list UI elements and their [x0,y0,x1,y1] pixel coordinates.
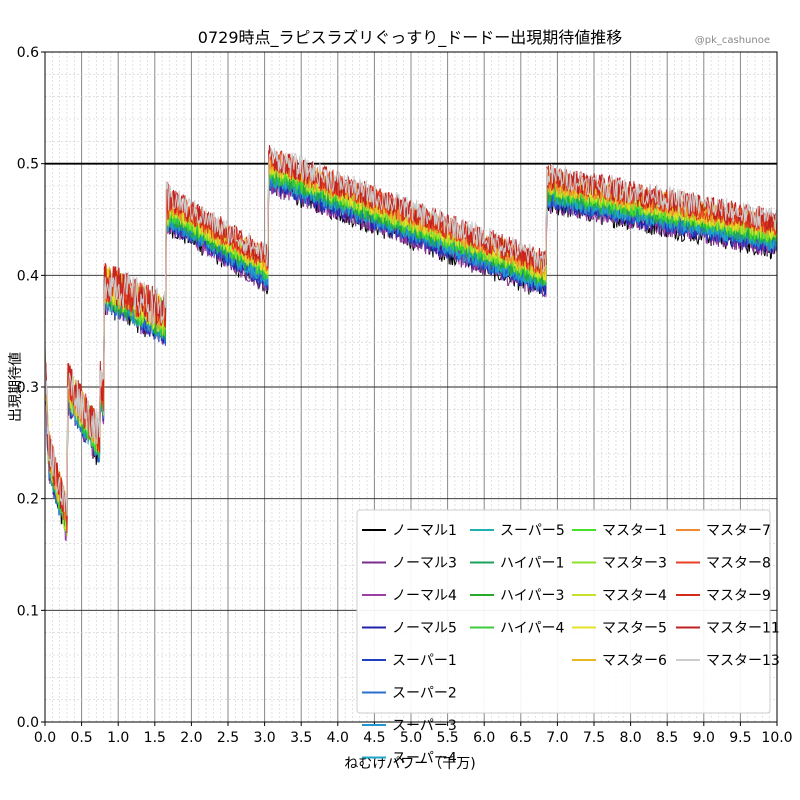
legend-label: ノーマル1 [392,523,457,539]
x-tick-label: 9.0 [693,730,715,746]
x-tick-label: 0.5 [70,730,92,746]
legend-label: マスター3 [602,556,667,572]
x-tick-label: 1.0 [107,730,129,746]
legend-label: ハイパー1 [500,556,564,572]
x-tick-label: 8.0 [619,730,641,746]
y-tick-label: 0.4 [17,268,39,284]
legend-label: マスター1 [602,523,667,539]
legend-label: スーパー4 [392,751,457,767]
y-tick-label: 0.3 [17,380,39,396]
legend-label: マスター4 [602,588,667,604]
x-tick-label: 9.5 [729,730,751,746]
x-tick-label: 3.0 [253,730,275,746]
legend-label: マスター5 [602,621,667,637]
x-tick-label: 7.5 [583,730,605,746]
y-tick-label: 0.5 [17,157,39,173]
chart-title: 0729時点_ラピスラズリぐっすり_ドードー出現期待値推移 [198,28,622,48]
x-tick-label: 1.5 [144,730,166,746]
legend-label: ハイパー3 [500,588,564,604]
x-tick-label: 6.0 [473,730,495,746]
legend-label: スーパー2 [392,686,457,702]
legend-label: マスター6 [602,653,667,669]
legend-label: スーパー1 [392,653,457,669]
legend-box [356,509,771,714]
x-tick-label: 2.5 [217,730,239,746]
legend-label: ノーマル4 [392,588,457,604]
legend-label: スーパー5 [500,523,565,539]
legend-label: ノーマル5 [392,621,457,637]
x-tick-label: 5.5 [436,730,458,746]
legend-label: マスター9 [706,588,771,604]
y-tick-label: 0.2 [17,492,39,508]
x-tick-label: 7.0 [546,730,568,746]
x-tick-label: 0.0 [34,730,56,746]
x-tick-label: 3.5 [290,730,312,746]
x-tick-label: 6.5 [510,730,532,746]
legend-label: ノーマル3 [392,556,457,572]
y-tick-label: 0.6 [17,45,39,61]
x-tick-label: 2.0 [180,730,202,746]
axes: 0.0 0.5 1.0 1.5 2.0 2.5 3.0 3.5 4.0 4.5 5.0 5.5 6.0 6… [17,45,793,746]
x-tick-label: 8.5 [656,730,678,746]
x-axis-label: ねむけパワー（千万) [344,756,475,772]
legend-label: マスター13 [706,653,780,669]
x-tick-label: 4.0 [327,730,349,746]
legend-label: スーパー3 [392,718,457,734]
legend-label: マスター7 [706,523,771,539]
y-axis-label: 出現期待値 [8,352,24,422]
credit-label: @pk_cashunoe [695,35,770,46]
y-tick-label: 0.0 [17,715,39,731]
x-tick-label: 5.0 [400,730,422,746]
series-lines [44,145,778,542]
legend-label: マスター8 [706,556,771,572]
legend: ノーマル1 ノーマル3 ノーマル4 ノーマル5 スーパー1 スーパー2 スーパー3 スーパー4… [356,509,780,767]
legend-label: ハイパー4 [500,621,564,637]
legend-label: マスター11 [706,621,780,637]
x-tick-label: 4.5 [363,730,385,746]
series-line [44,146,778,516]
y-tick-label: 0.1 [17,603,39,619]
x-tick-label: 10.0 [761,730,792,746]
